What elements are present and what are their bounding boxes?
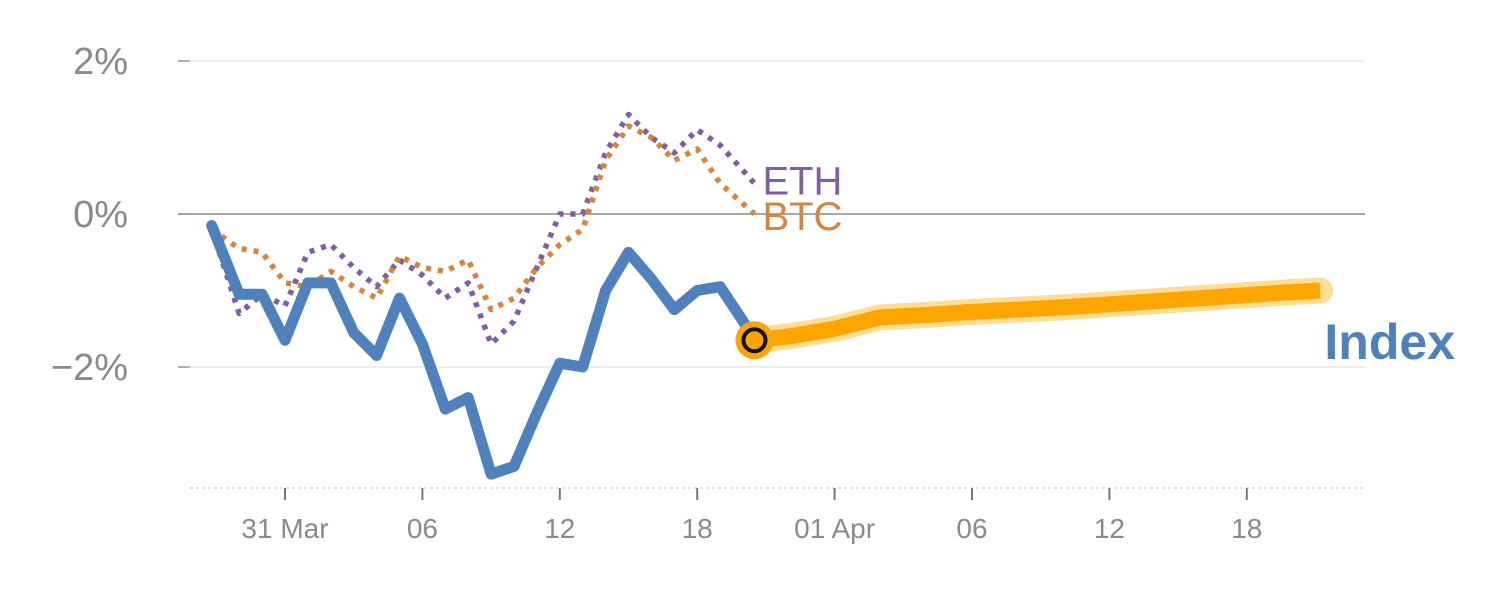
x-axis-ticks: 31 Mar 06 12 18 01 Apr 06 12 18 <box>241 488 1262 544</box>
y-tick-label: −2% <box>51 347 128 389</box>
eth-series-line <box>209 111 757 347</box>
x-tick-label: 18 <box>682 513 713 544</box>
forecast-line <box>753 282 1321 349</box>
btc-series-label: BTC <box>762 195 842 239</box>
y-tick-label: 2% <box>73 41 128 83</box>
marker-layer <box>735 321 774 360</box>
x-tick-label: 12 <box>544 513 575 544</box>
index-series-line <box>206 220 760 480</box>
x-tick-label: 06 <box>407 513 438 544</box>
index-series-label: Index <box>1324 314 1455 370</box>
x-tick-label: 31 Mar <box>241 513 328 544</box>
y-axis-ticks: 2% 0% −2% <box>51 41 128 389</box>
x-tick-label: 01 Apr <box>794 513 875 544</box>
y-tick-label: 0% <box>73 194 128 236</box>
btc-series-line <box>210 123 757 313</box>
grid-layer <box>178 60 1365 489</box>
x-tick-label: 18 <box>1231 513 1262 544</box>
current-point-marker <box>741 327 768 354</box>
series-layer <box>206 111 1334 480</box>
x-tick-label: 12 <box>1094 513 1125 544</box>
x-tick-label: 06 <box>956 513 987 544</box>
eth-series-label: ETH <box>762 159 842 203</box>
